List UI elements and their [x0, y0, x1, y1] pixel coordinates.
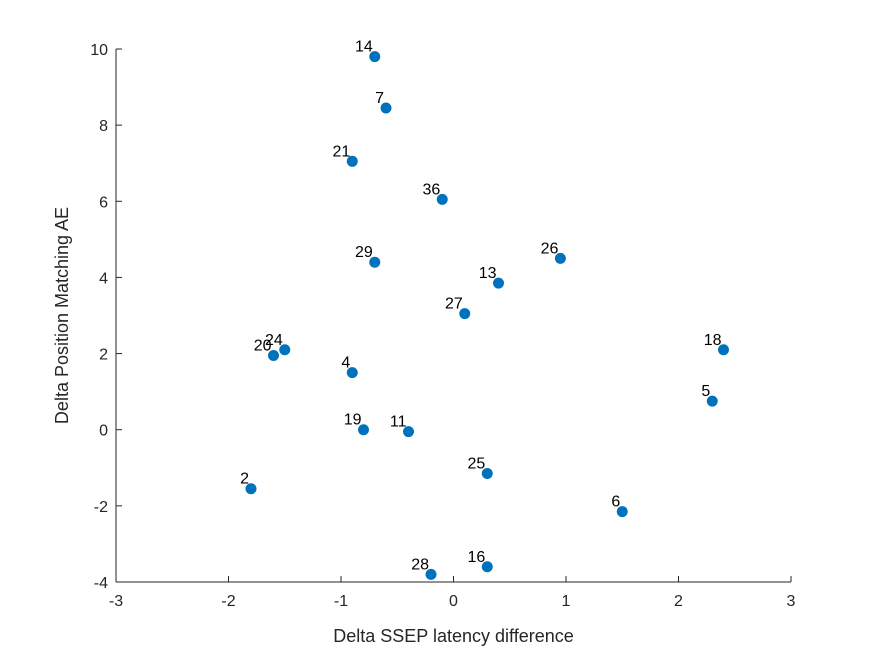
data-point	[718, 344, 729, 356]
data-point-label: 27	[445, 296, 463, 313]
y-tick-label: 2	[99, 347, 108, 364]
y-tick-label: 8	[99, 118, 108, 135]
data-point-label: 18	[704, 332, 722, 349]
data-point	[268, 349, 279, 361]
data-point-label: 16	[467, 549, 485, 566]
data-point	[493, 277, 504, 289]
data-point-label: 26	[541, 240, 559, 257]
data-point-label: 25	[467, 455, 485, 472]
y-tick-label: 4	[99, 270, 108, 287]
data-point-label: 5	[701, 383, 710, 400]
x-tick-label: -3	[109, 593, 123, 610]
y-tick-label: 10	[90, 42, 108, 59]
data-point-label: 28	[411, 556, 429, 573]
x-tick-label: 1	[562, 593, 571, 610]
data-point-label: 19	[344, 412, 362, 429]
data-point	[369, 51, 381, 63]
data-point	[459, 308, 471, 320]
y-tick-label: -2	[94, 499, 108, 516]
data-point	[616, 506, 628, 518]
data-point	[245, 483, 257, 495]
y-axis-label: Delta Position Matching AE	[52, 207, 72, 424]
data-point-label: 6	[611, 494, 620, 511]
axes	[115, 49, 791, 583]
data-point	[425, 568, 437, 580]
data-point	[436, 193, 448, 205]
data-point	[279, 344, 291, 356]
y-tick-label: 0	[99, 423, 108, 440]
data-point-label: 21	[332, 143, 350, 160]
data-point-label: 24	[265, 332, 283, 349]
data-point	[706, 395, 718, 407]
data-point-label: 29	[355, 244, 373, 261]
data-point-label: 13	[479, 265, 497, 282]
x-axis-label: Delta SSEP latency difference	[333, 626, 573, 646]
data-point	[369, 256, 381, 268]
data-point	[403, 426, 414, 438]
data-point-label: 36	[422, 181, 440, 198]
x-tick-label: -1	[334, 593, 348, 610]
data-point-label: 2	[240, 471, 249, 488]
data-point	[554, 252, 566, 264]
x-tick-label: 3	[787, 593, 796, 610]
y-tick-label: -4	[94, 575, 108, 592]
y-tick-label: 6	[99, 194, 108, 211]
x-tick-label: 0	[449, 593, 458, 610]
data-point	[346, 155, 358, 167]
data-point-label: 4	[341, 355, 350, 372]
data-point-label: 11	[390, 414, 407, 431]
x-tick-label: 2	[674, 593, 683, 610]
data-point	[481, 467, 493, 479]
data-point	[380, 102, 392, 114]
data-point-label: 7	[375, 90, 384, 107]
data-point	[346, 367, 358, 379]
data-point	[481, 561, 493, 573]
data-point-label: 20	[254, 337, 272, 354]
data-point	[358, 424, 369, 436]
data-point-label: 14	[355, 39, 373, 56]
x-tick-label: -2	[221, 593, 235, 610]
